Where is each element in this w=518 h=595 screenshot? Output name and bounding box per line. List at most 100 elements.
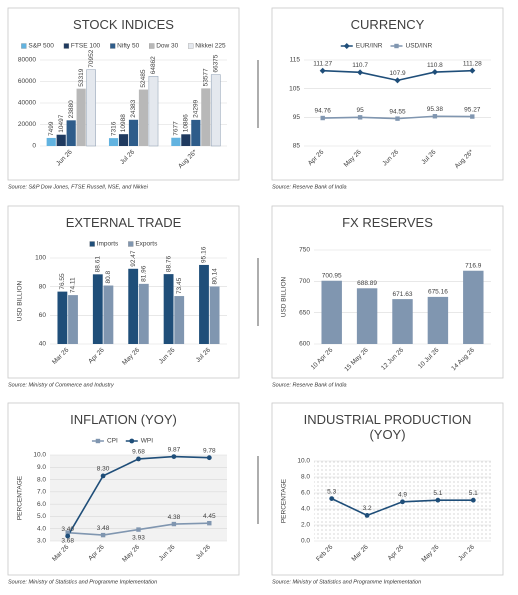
data-label: 3.40	[61, 526, 74, 533]
bar	[199, 264, 209, 344]
bar	[66, 120, 76, 146]
data-label: 4.38	[168, 514, 181, 521]
data-label: 81.96	[141, 265, 148, 282]
marker	[395, 116, 400, 121]
chart-title: STOCK INDICES	[73, 17, 174, 32]
bar	[138, 89, 149, 146]
source: Source: Reserve Bank of India	[272, 382, 347, 388]
data-label: 7499	[48, 121, 55, 136]
bar	[209, 286, 220, 344]
marker	[320, 115, 325, 121]
data-label: 675.16	[428, 289, 448, 296]
y-tick-label: 750	[299, 247, 310, 254]
marker	[394, 77, 401, 84]
data-label: 8.30	[97, 466, 110, 473]
data-label: 95	[356, 107, 364, 114]
data-label: 94.55	[389, 108, 406, 115]
chart-title: INFLATION (YOY)	[70, 412, 177, 427]
data-label: 5.1	[469, 490, 478, 497]
data-label: 3.48	[97, 525, 110, 532]
data-label: 53577	[203, 68, 210, 86]
bar	[181, 134, 191, 146]
source: Source: Reserve Bank of India	[272, 184, 347, 190]
y-tick-label: 650	[299, 309, 310, 316]
legend-label: FTSE 100	[71, 43, 101, 50]
data-label: 23880	[68, 100, 75, 118]
legend-label: WPI	[141, 438, 153, 445]
panel	[7, 7, 240, 181]
legend: Imports Exports	[89, 241, 158, 248]
y-tick-label: 9.0	[37, 464, 46, 471]
data-label: 7677	[173, 121, 180, 136]
y-tick-label: 40	[39, 341, 47, 348]
legend-swatch	[21, 43, 27, 49]
chart-title: EXTERNAL TRADE	[65, 215, 182, 230]
marker	[100, 473, 106, 479]
data-label: 107.9	[389, 70, 406, 77]
legend-label: EUR/INR	[356, 43, 383, 50]
legend-label: USD/INR	[406, 43, 433, 50]
marker	[470, 497, 476, 503]
marker	[65, 533, 71, 539]
legend: CPI WPI	[91, 438, 153, 445]
data-label: 66375	[212, 54, 219, 72]
marker	[136, 527, 141, 532]
data-label: 4.45	[203, 513, 216, 520]
y-tick-label: 20000	[18, 121, 36, 128]
marker	[394, 43, 399, 49]
bar	[128, 119, 139, 146]
marker	[206, 455, 212, 461]
bar	[56, 134, 66, 146]
y-tick-label: 0.0	[301, 538, 310, 545]
legend-label: CPI	[107, 438, 118, 445]
marker	[319, 67, 326, 74]
legend-label: S&P 500	[28, 43, 54, 50]
y-axis-label: USD BILLION	[281, 276, 288, 317]
y-tick-label: 3.0	[37, 538, 46, 545]
source: Source: Ministry of Statistics and Progr…	[272, 579, 421, 585]
legend-swatch	[188, 43, 194, 49]
y-tick-label: 10.0	[297, 458, 310, 465]
data-label: 9.68	[132, 449, 145, 456]
marker	[357, 115, 363, 120]
legend-swatch	[128, 241, 134, 247]
y-tick-label: 5.0	[37, 513, 46, 520]
data-label: 64862	[150, 56, 157, 74]
y-axis-label: PERCENTAGE	[281, 478, 288, 523]
legend: EUR/INR USD/INR	[340, 43, 433, 50]
y-tick-label: 7.0	[37, 489, 46, 496]
marker	[100, 532, 106, 538]
bar	[463, 270, 484, 344]
y-axis-label: USD BILLION	[17, 280, 24, 321]
legend-label: Nifty 50	[117, 43, 139, 50]
marker	[129, 438, 135, 444]
bar	[356, 288, 378, 344]
source: Source: Ministry of Statistics and Progr…	[8, 579, 157, 585]
chart-title: FX RESERVES	[342, 215, 433, 230]
data-label: 53319	[78, 68, 85, 86]
source: Source: S&P Dow Jones, FTSE Russell, NSE…	[8, 184, 149, 190]
marker	[95, 438, 101, 444]
data-label: 94.76	[315, 108, 332, 115]
marker	[171, 521, 177, 527]
bar	[46, 137, 56, 146]
data-label: 7316	[110, 121, 117, 136]
y-tick-label: 8.0	[37, 476, 46, 483]
marker	[400, 499, 405, 505]
marker	[207, 520, 212, 526]
y-tick-label: 100	[35, 255, 46, 262]
data-label: 10988	[120, 114, 127, 132]
data-label: 92.47	[130, 250, 137, 267]
panel	[271, 7, 504, 181]
legend-swatch	[89, 241, 95, 247]
data-label: 10497	[58, 114, 65, 132]
y-tick-label: 8.0	[301, 474, 310, 481]
bar	[392, 299, 413, 344]
data-label: 70952	[88, 49, 95, 67]
data-label: 73.45	[176, 277, 183, 294]
bar	[171, 137, 181, 146]
data-label: 24383	[130, 99, 137, 117]
bar	[138, 283, 149, 344]
